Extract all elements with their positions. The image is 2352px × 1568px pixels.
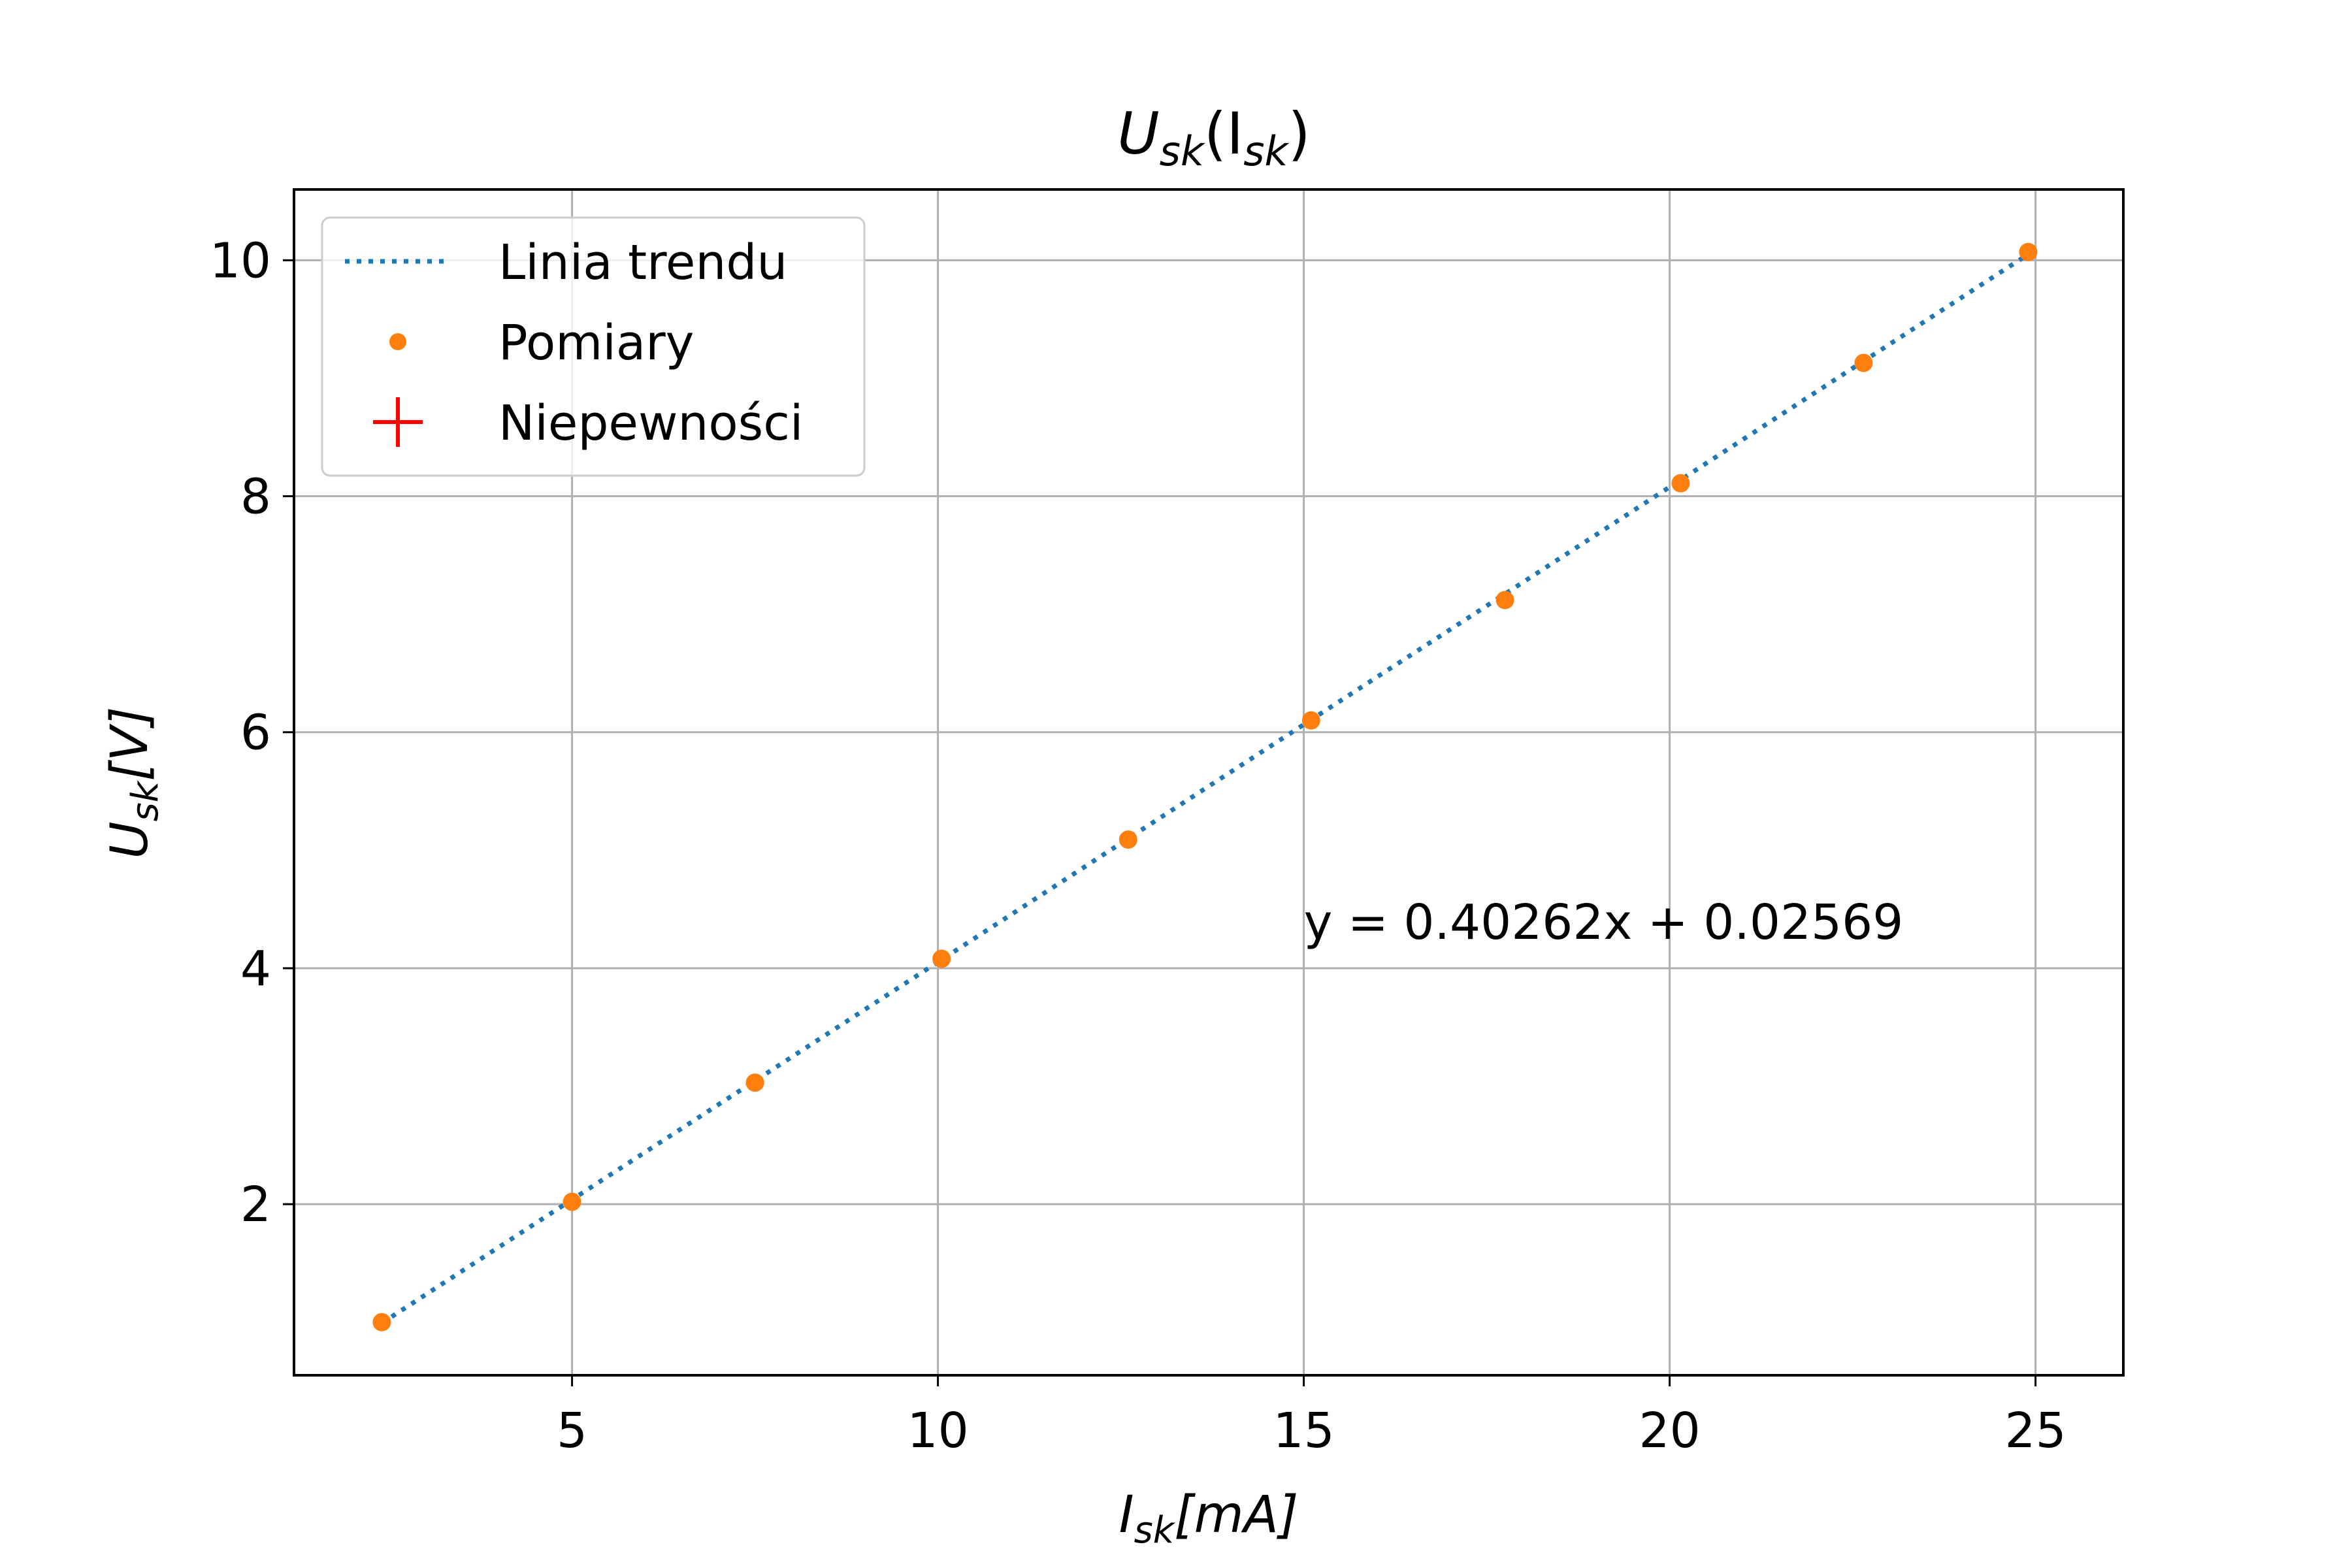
data-points-layer bbox=[372, 242, 2038, 1331]
y-tick-label: 8 bbox=[240, 469, 271, 525]
x-tick-label: 10 bbox=[907, 1403, 969, 1459]
legend-box bbox=[321, 216, 866, 477]
y-tick-label: 4 bbox=[240, 941, 271, 997]
trend-equation-annotation: y = 0.40262x + 0.02569 bbox=[1304, 894, 1904, 951]
y-axis-ticks: 2 4 6 8 10 bbox=[210, 233, 294, 1233]
legend: Linia trendu Pomiary Niepewności bbox=[321, 216, 866, 477]
y-axis-label: Usk[V] bbox=[101, 707, 167, 859]
trend-line bbox=[380, 252, 2030, 1326]
y-tick-label: 10 bbox=[210, 233, 271, 289]
x-tick-label: 20 bbox=[1639, 1403, 1701, 1459]
data-point bbox=[1495, 591, 1514, 610]
legend-item-uncertainty: Niepewności bbox=[498, 395, 803, 451]
data-point bbox=[745, 1073, 764, 1092]
x-axis-label: Isk[mA] bbox=[1119, 1486, 1299, 1552]
chart-title: Usk(Isk) bbox=[1117, 100, 1311, 175]
data-point bbox=[2019, 242, 2038, 261]
plot-frame bbox=[293, 188, 2125, 1377]
data-point bbox=[563, 1192, 581, 1211]
legend-item-trend: Linia trendu bbox=[498, 235, 787, 291]
trend-line-layer bbox=[380, 252, 2030, 1326]
data-point bbox=[932, 949, 951, 968]
data-point bbox=[1119, 830, 1137, 849]
data-point bbox=[372, 1313, 391, 1331]
x-tick-label: 25 bbox=[2005, 1403, 2066, 1459]
data-point bbox=[1854, 353, 1873, 372]
legend-measurement-swatch bbox=[389, 333, 406, 350]
x-axis-ticks: 5 10 15 20 25 bbox=[557, 1375, 2066, 1459]
x-tick-label: 5 bbox=[557, 1403, 587, 1459]
y-tick-label: 2 bbox=[240, 1177, 271, 1233]
legend-item-measurements: Pomiary bbox=[498, 315, 694, 371]
x-tick-label: 15 bbox=[1273, 1403, 1335, 1459]
data-point bbox=[1301, 711, 1320, 730]
y-tick-label: 6 bbox=[240, 705, 271, 761]
data-point bbox=[1671, 474, 1690, 493]
